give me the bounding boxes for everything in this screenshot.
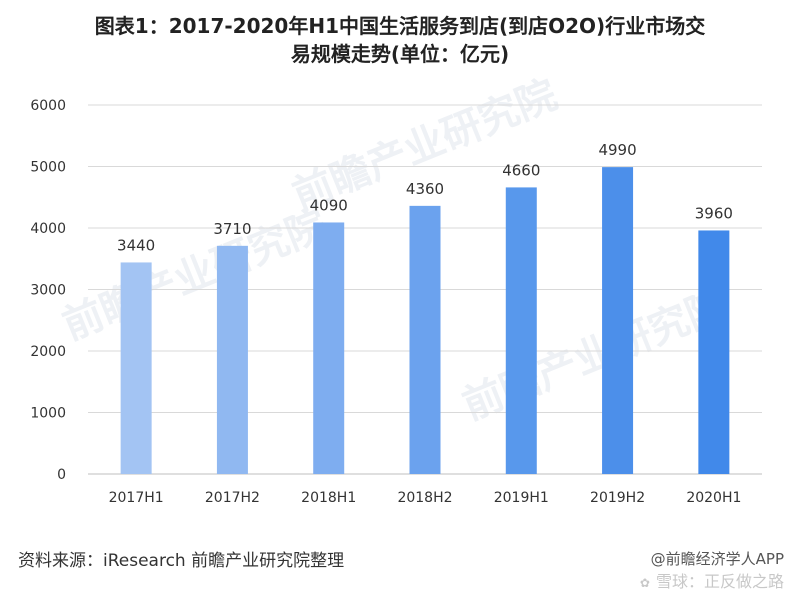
data-label-2020H1: 3960 [695, 204, 733, 222]
y-tick-label: 3000 [30, 283, 66, 299]
source-note: 资料来源：iResearch 前瞻产业研究院整理 [18, 551, 345, 571]
bar-2018H2 [409, 205, 441, 475]
x-tick-label-2019H2: 2019H2 [590, 490, 645, 506]
y-tick-label: 0 [57, 467, 66, 483]
snowball-icon: ✿ [639, 576, 650, 590]
bar-2017H1 [120, 262, 152, 474]
x-tick-label-2020H1: 2020H1 [686, 490, 741, 506]
snowball-watermark-text: 雪球：正反做之路 [655, 572, 784, 591]
credit-note: @前瞻经济学人APP [650, 550, 784, 568]
snowball-watermark: ✿ 雪球：正反做之路 [640, 568, 784, 592]
data-label-2019H2: 4990 [598, 141, 636, 159]
x-tick-label-2017H2: 2017H2 [205, 490, 260, 506]
x-tick-label-2019H1: 2019H1 [494, 490, 549, 506]
bar-2017H2 [216, 245, 248, 474]
data-label-2018H1: 4090 [310, 196, 348, 214]
y-tick-label: 1000 [30, 406, 66, 422]
y-tick-label: 4000 [30, 221, 66, 237]
background-watermark: 前瞻产业研究院 [57, 202, 334, 350]
data-label-2017H1: 3440 [117, 236, 155, 254]
bar-2019H1 [505, 187, 537, 474]
x-tick-label-2017H1: 2017H1 [109, 490, 164, 506]
chart-title-line1: 图表1：2017-2020年H1中国生活服务到店(到店O2O)行业市场交 [94, 14, 706, 38]
bar-2019H2 [602, 167, 634, 475]
y-tick-label: 5000 [30, 160, 66, 176]
chart-title-line2: 易规模走势(单位：亿元) [290, 42, 510, 66]
x-tick-label-2018H2: 2018H2 [397, 490, 452, 506]
data-label-2017H2: 3710 [213, 220, 251, 238]
x-tick-label-2018H1: 2018H1 [301, 490, 356, 506]
bar-2018H1 [313, 222, 345, 474]
data-label-2018H2: 4360 [406, 180, 444, 198]
background-watermark: 前瞻产业研究院 [457, 282, 734, 430]
bar-2020H1 [698, 230, 730, 474]
y-tick-label: 2000 [30, 344, 66, 360]
chart-title: 图表1：2017-2020年H1中国生活服务到店(到店O2O)行业市场交 易规模… [0, 12, 800, 68]
y-tick-label: 6000 [30, 98, 66, 114]
data-label-2019H1: 4660 [502, 161, 540, 179]
